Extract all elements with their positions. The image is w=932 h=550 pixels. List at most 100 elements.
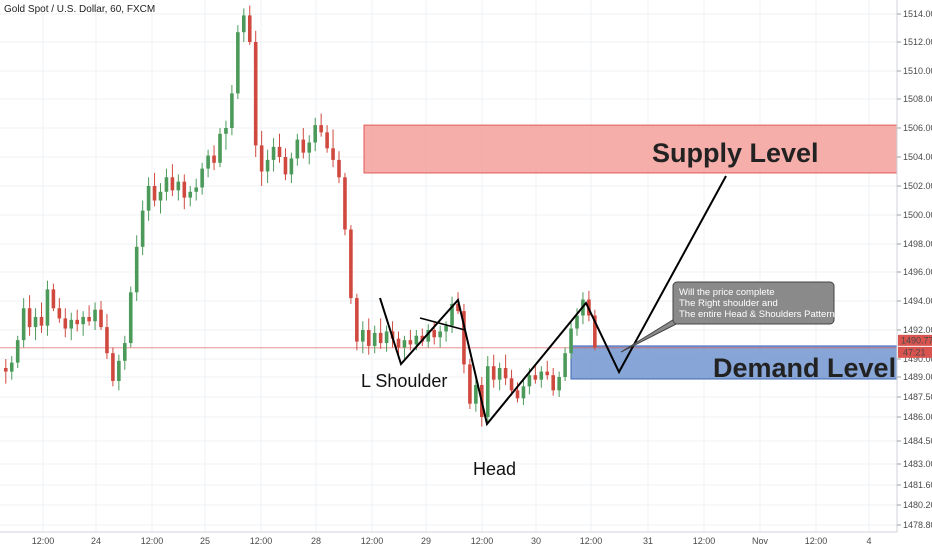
y-tick-label: 1478.80 bbox=[903, 520, 932, 530]
candle-body bbox=[497, 368, 502, 380]
candle-body bbox=[212, 155, 216, 163]
candle bbox=[271, 138, 276, 172]
candle-body bbox=[140, 210, 145, 247]
label-l-shoulder: L Shoulder bbox=[361, 371, 447, 391]
candle bbox=[218, 128, 222, 168]
candle-body bbox=[134, 246, 139, 293]
candle-body bbox=[146, 186, 151, 211]
candle bbox=[557, 371, 561, 397]
candle bbox=[27, 295, 32, 336]
y-tick-label: 1500.00 bbox=[903, 210, 932, 220]
candle-body bbox=[515, 390, 520, 399]
candle bbox=[200, 162, 204, 195]
candle bbox=[236, 25, 240, 99]
candle-body bbox=[188, 191, 193, 198]
candle-body bbox=[4, 368, 8, 372]
candle-body bbox=[426, 330, 431, 342]
candle bbox=[503, 354, 508, 385]
y-tick-label: 1506.00 bbox=[903, 123, 932, 133]
x-tick-label: 12:00 bbox=[141, 536, 164, 546]
x-tick-label: 30 bbox=[531, 536, 541, 546]
candle bbox=[152, 172, 157, 207]
candle-body bbox=[247, 15, 252, 42]
candle bbox=[63, 308, 68, 338]
candle-body bbox=[301, 139, 306, 153]
candle-body bbox=[361, 330, 365, 342]
candle bbox=[128, 286, 133, 348]
candle bbox=[545, 360, 550, 380]
candle-body bbox=[444, 325, 448, 332]
candle bbox=[301, 128, 306, 159]
y-tick-label: 1489.00 bbox=[903, 372, 932, 382]
candle-body bbox=[277, 146, 282, 157]
candle-body bbox=[81, 316, 85, 325]
candle-body bbox=[557, 377, 561, 391]
candle-body bbox=[450, 303, 454, 326]
candle-body bbox=[265, 159, 270, 172]
y-tick-label: 1508.00 bbox=[903, 94, 932, 104]
candle-body bbox=[194, 187, 198, 192]
chart-title: Gold Spot / U.S. Dollar, 60, FXCM bbox=[4, 4, 155, 15]
candle bbox=[438, 325, 442, 348]
x-tick-label: 12:00 bbox=[250, 536, 273, 546]
candle bbox=[384, 325, 389, 352]
candle-body bbox=[87, 316, 91, 322]
candle-body bbox=[402, 340, 407, 348]
candle bbox=[57, 298, 62, 323]
callout-bg bbox=[672, 281, 835, 325]
countdown-text: 47:21 bbox=[903, 347, 926, 357]
candle-body bbox=[593, 315, 597, 348]
candle bbox=[474, 377, 478, 412]
price-axis[interactable]: 1514.00 1512.00 1510.00 1508.00 1506.00 1504.… bbox=[896, 0, 932, 550]
candle bbox=[569, 321, 573, 359]
candle-body bbox=[503, 368, 508, 379]
candle bbox=[485, 356, 490, 424]
candle bbox=[51, 283, 56, 312]
callout-line: The entire Head & Shoulders Pattern bbox=[679, 309, 835, 320]
candle-body bbox=[39, 316, 44, 326]
candle-body bbox=[462, 311, 466, 365]
candle-body bbox=[170, 177, 175, 191]
countdown-badge bbox=[898, 346, 932, 358]
candle-body bbox=[456, 303, 460, 312]
candle-body bbox=[57, 308, 62, 319]
candle-body bbox=[230, 93, 234, 128]
candle-body bbox=[408, 340, 413, 345]
candle bbox=[283, 148, 288, 181]
candle-body bbox=[343, 177, 347, 230]
callout-line: Will the price complete bbox=[679, 287, 775, 298]
candle-body bbox=[527, 375, 532, 387]
candle bbox=[146, 177, 151, 221]
y-tick-label: 1490.00 bbox=[903, 354, 932, 364]
candles-layer bbox=[4, 5, 597, 427]
candle bbox=[521, 379, 526, 405]
current-price-text: 1490.77 bbox=[901, 335, 932, 345]
candle-body bbox=[378, 332, 383, 344]
current-price-badge bbox=[898, 334, 932, 346]
candle bbox=[307, 135, 312, 165]
candle-body bbox=[158, 191, 163, 201]
candle bbox=[194, 178, 198, 201]
candle-body bbox=[99, 309, 103, 328]
time-axis[interactable]: 12:00 24 12:00 25 12:00 28 12:00 29 12:00 30 12:00… bbox=[0, 531, 897, 546]
candle bbox=[206, 149, 210, 178]
candle bbox=[349, 225, 353, 304]
x-tick-label: Nov bbox=[752, 536, 769, 546]
y-tick-label: 1486.00 bbox=[903, 412, 932, 422]
candle bbox=[15, 335, 20, 368]
candle-body bbox=[485, 366, 490, 417]
candle-body bbox=[69, 319, 74, 329]
zone-labels: Supply Level Demand Level bbox=[652, 138, 896, 383]
y-tick-label: 1484.50 bbox=[903, 436, 932, 446]
demand-level-label: Demand Level bbox=[713, 353, 896, 383]
x-tick-label: 24 bbox=[91, 536, 101, 546]
candle bbox=[313, 117, 317, 152]
x-tick-label: 12:00 bbox=[361, 536, 384, 546]
y-tick-label: 1481.60 bbox=[903, 480, 932, 490]
neckline-left bbox=[419, 317, 466, 331]
x-tick-label: 31 bbox=[643, 536, 653, 546]
candle-body bbox=[569, 328, 573, 354]
y-tick-label: 1498.00 bbox=[903, 239, 932, 249]
